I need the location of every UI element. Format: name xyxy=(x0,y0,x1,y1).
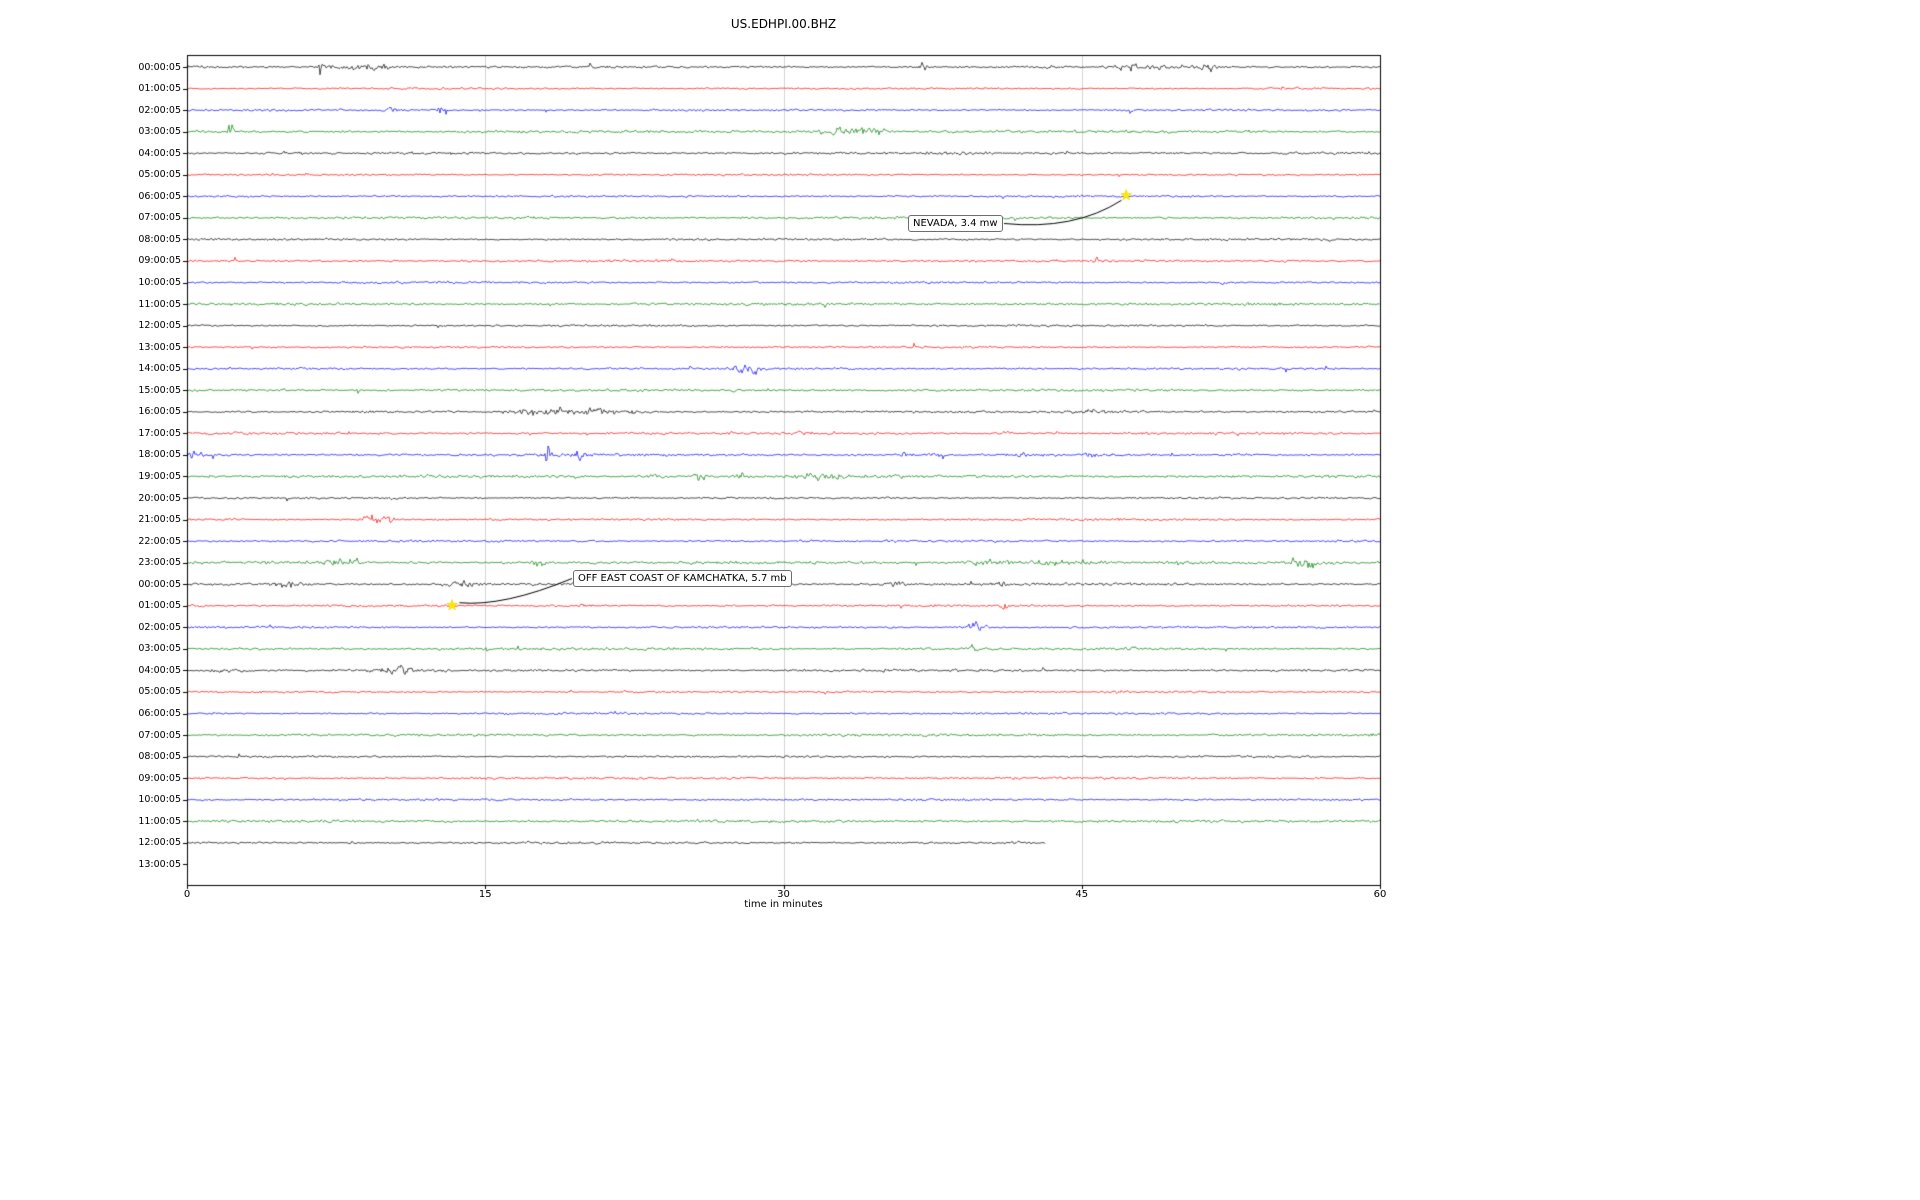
trace-time-label: 00:00:05 xyxy=(138,61,181,73)
trace-time-label: 02:00:05 xyxy=(138,621,181,633)
trace-time-label: 03:00:05 xyxy=(138,126,181,138)
trace-time-label: 18:00:05 xyxy=(138,449,181,461)
trace-time-label: 06:00:05 xyxy=(138,190,181,202)
trace-time-label: 08:00:05 xyxy=(138,751,181,763)
trace-time-label: 10:00:05 xyxy=(138,277,181,288)
x-axis-label: time in minutes xyxy=(744,899,823,910)
trace-time-label: 01:00:05 xyxy=(138,600,181,612)
trace-time-label: 07:00:05 xyxy=(138,212,181,224)
trace-time-label: 06:00:05 xyxy=(138,708,181,719)
chart-title: US.EDHPI.00.BHZ xyxy=(730,17,837,31)
trace-time-label: 12:00:05 xyxy=(138,837,181,849)
trace-time-label: 21:00:05 xyxy=(138,514,181,526)
trace-time-label: 14:00:05 xyxy=(138,363,181,375)
trace-time-label: 09:00:05 xyxy=(138,255,181,267)
trace-time-label: 20:00:05 xyxy=(138,492,181,504)
trace-time-label: 05:00:05 xyxy=(138,686,181,698)
event-star-icon: ★ xyxy=(445,595,459,614)
trace-time-label: 05:00:05 xyxy=(138,169,181,181)
trace-time-label: 17:00:05 xyxy=(138,427,181,439)
trace-time-label: 04:00:05 xyxy=(138,147,181,159)
trace-time-label: 12:00:05 xyxy=(138,320,181,332)
trace-time-label: 00:00:05 xyxy=(138,578,181,590)
event-annotation-label: OFF EAST COAST OF KAMCHATKA, 5.7 mb xyxy=(573,570,792,587)
event-star-icon: ★ xyxy=(1119,186,1133,205)
x-tick-label: 45 xyxy=(1075,889,1089,900)
x-tick-label: 0 xyxy=(183,889,191,900)
x-tick-label: 60 xyxy=(1373,889,1387,900)
trace-time-label: 13:00:05 xyxy=(138,858,181,870)
trace-time-label: 15:00:05 xyxy=(138,384,181,396)
event-annotation-label: NEVADA, 3.4 mw xyxy=(908,215,1003,232)
trace-time-label: 08:00:05 xyxy=(138,233,181,245)
trace-time-label: 19:00:05 xyxy=(138,470,181,482)
x-tick-label: 15 xyxy=(478,889,492,900)
trace-time-label: 11:00:05 xyxy=(138,815,181,827)
trace-time-label: 04:00:05 xyxy=(138,664,181,676)
trace-time-label: 13:00:05 xyxy=(138,341,181,353)
trace-time-label: 03:00:05 xyxy=(138,643,181,655)
trace-time-label: 09:00:05 xyxy=(138,772,181,784)
trace-time-label: 10:00:05 xyxy=(138,794,181,806)
trace-time-label: 22:00:05 xyxy=(138,535,181,547)
trace-time-label: 01:00:05 xyxy=(138,83,181,95)
trace-time-label: 16:00:05 xyxy=(138,406,181,418)
trace-time-label: 23:00:05 xyxy=(138,557,181,569)
trace-time-label: 07:00:05 xyxy=(138,729,181,741)
x-tick-label: 30 xyxy=(777,889,790,900)
trace-time-label: 02:00:05 xyxy=(138,104,181,116)
trace-time-label: 11:00:05 xyxy=(138,298,181,310)
